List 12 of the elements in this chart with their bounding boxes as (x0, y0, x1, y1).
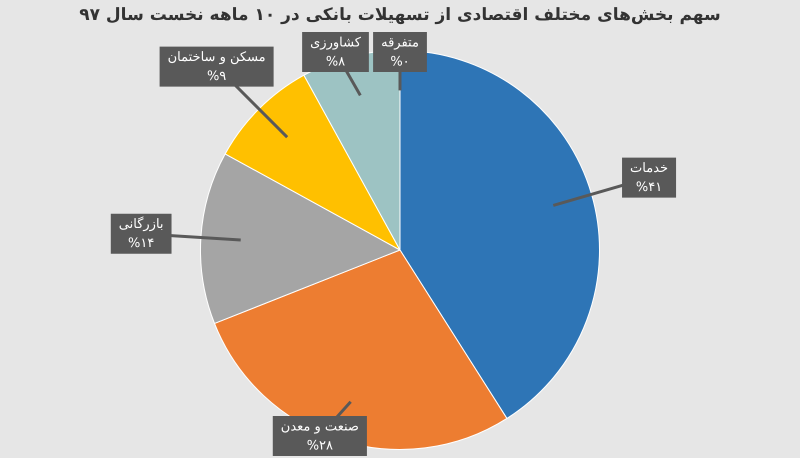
data-label: %۲۸ (306, 438, 334, 454)
category-label: متفرقه (381, 35, 419, 50)
slice-label: بازرگانی (118, 216, 164, 232)
data-label: %۹ (206, 68, 226, 84)
chart-title: سهم بخش‌های مختلف اقتصادی از تسهیلات بانکی در ۱۰ ماهه نخست سال ۹۷ (78, 4, 722, 27)
data-label: %۱۴ (128, 236, 154, 252)
slice-label: خدمات (630, 161, 668, 176)
data-label: %۴۱ (636, 180, 662, 196)
text: %۰ (390, 54, 410, 70)
slice-label: کشاورزی (310, 35, 362, 50)
slice-label: مسکن و ساختمان (168, 50, 266, 65)
data-label: %۸ (326, 54, 346, 70)
